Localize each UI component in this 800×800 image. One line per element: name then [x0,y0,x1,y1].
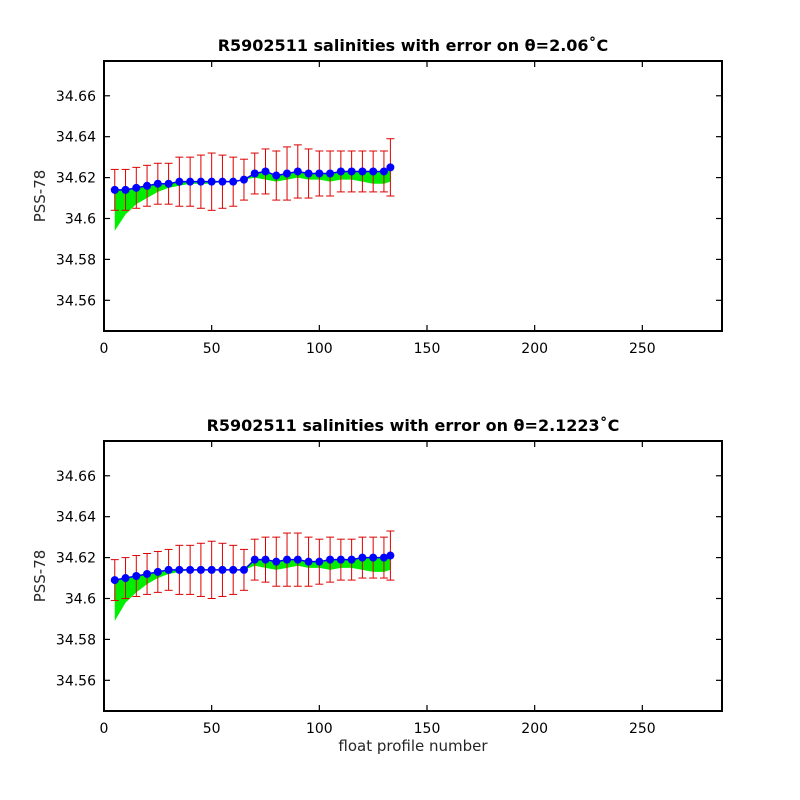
calibrated-point [293,167,302,176]
y-tick-label: 34.58 [56,632,96,648]
y-tick-label: 34.62 [56,171,96,187]
calibrated-point [132,183,141,192]
calibrated-point [207,177,216,186]
y-tick-label: 34.66 [56,469,96,485]
calibrated-point [304,169,313,178]
x-tick-label: 150 [414,721,441,737]
calibrated-point [196,565,205,574]
calibrated-point [347,555,356,564]
calibrated-point [218,177,227,186]
calibrated-point [110,576,119,585]
y-axis-ticks: 34.56 34.58 34.6 34.62 34.64 34.66 [56,89,722,309]
x-tick-label: 100 [306,341,333,357]
plot-area [110,530,395,621]
y-tick-label: 34.6 [65,212,96,228]
x-axis-ticks: 0 50 100 150 200 250 [100,61,656,357]
calibrated-point [229,177,238,186]
calibrated-point [261,555,270,564]
calibrated-point [326,555,335,564]
calibrated-point [379,553,388,562]
calibrated-point [386,163,395,172]
x-tick-label: 250 [629,341,656,357]
calibrated-point [196,177,205,186]
y-tick-label: 34.56 [56,673,96,689]
calibrated-point [121,185,130,194]
calibrated-point [143,569,152,578]
calibrated-point [250,555,259,564]
calibrated-point [358,167,367,176]
y-tick-label: 34.64 [56,510,96,526]
calibrated-point [358,553,367,562]
calibrated-point [369,553,378,562]
x-tick-label: 50 [203,341,221,357]
calibrated-point [293,555,302,564]
calibrated-point [186,565,195,574]
y-tick-label: 34.58 [56,252,96,268]
calibrated-point [218,565,227,574]
chart-panel-bottom: R5902511 salinities with error on θ=2.12… [31,416,723,737]
calibrated-point [386,551,395,560]
calibrated-point [164,179,173,188]
calibrated-point [283,555,292,564]
calibrated-point [132,572,141,580]
x-tick-label: 250 [629,721,656,737]
x-axis-ticks: 0 50 100 150 200 250 [100,441,656,737]
calibrated-point [304,557,313,566]
calibrated-point [207,565,216,574]
y-tick-label: 34.56 [56,293,96,309]
calibrated-point [336,167,345,176]
calibrated-point [175,565,184,574]
calibrated-point [315,557,324,566]
x-tick-label: 50 [203,721,221,737]
y-tick-label: 34.6 [65,592,96,608]
raw-salinity-band [114,167,391,231]
calibrated-point [272,171,281,180]
calibrated-point [229,565,238,574]
calibrated-point [315,169,324,178]
calibrated-point [110,185,119,194]
calibrated-point [326,169,335,178]
x-tick-label: 100 [306,721,333,737]
calibrated-point [250,169,259,178]
calibrated-point [347,167,356,176]
calibrated-point [283,169,292,178]
chart-panel-top: R5902511 salinities with error on θ=2.06… [31,36,723,357]
y-axis-ticks: 34.56 34.58 34.6 34.62 34.64 34.66 [56,469,722,689]
axes-frame [103,60,723,332]
plot-area [110,138,395,231]
calibrated-point [239,175,248,184]
y-tick-label: 34.62 [56,551,96,567]
calibrated-point [121,574,130,583]
calibrated-point [239,565,248,574]
y-axis-label: PSS-78 [31,550,49,603]
x-tick-label: 0 [100,721,109,737]
axes-frame [103,440,723,712]
calibrated-point [261,167,270,176]
calibrated-point [143,181,152,190]
x-tick-label: 200 [521,341,548,357]
chart-title: R5902511 salinities with error on θ=2.06… [218,36,609,55]
y-tick-label: 34.64 [56,130,96,146]
calibrated-point [369,167,378,176]
raw-salinity-band [114,555,391,621]
chart-title: R5902511 salinities with error on θ=2.12… [207,416,620,435]
calibrated-point [272,557,281,566]
calibrated-point [186,177,195,186]
x-tick-label: 200 [521,721,548,737]
calibrated-point [379,167,388,176]
x-tick-label: 150 [414,341,441,357]
calibrated-point [153,179,162,188]
calibrated-point [153,567,162,576]
calibrated-point [175,177,184,186]
calibrated-point [164,565,173,574]
x-axis-label: float profile number [338,737,488,755]
calibrated-point [336,555,345,564]
x-tick-label: 0 [100,341,109,357]
y-axis-label: PSS-78 [31,170,49,223]
y-tick-label: 34.66 [56,89,96,105]
